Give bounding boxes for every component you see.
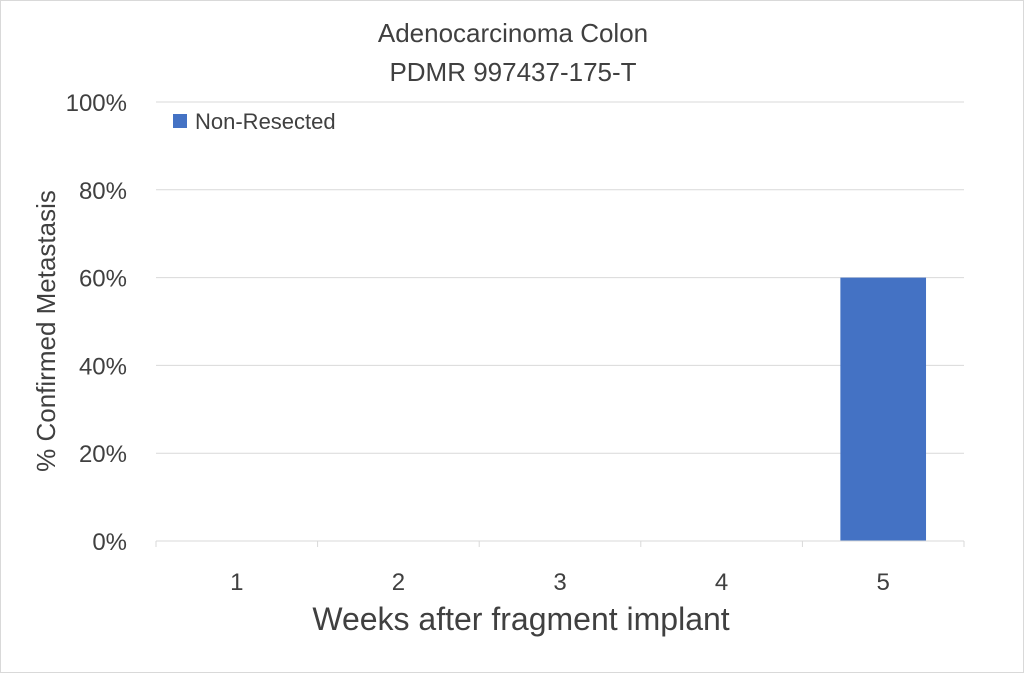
x-tick-label: 4 xyxy=(715,569,728,596)
x-axis-title: Weeks after fragment implant xyxy=(312,601,729,637)
y-tick-label: 20% xyxy=(79,441,127,468)
legend: Non-Resected xyxy=(173,109,336,134)
x-tick-label: 2 xyxy=(392,569,405,596)
y-tick-label: 60% xyxy=(79,266,127,293)
gridlines xyxy=(156,101,964,454)
x-axis xyxy=(155,540,965,547)
legend-swatch xyxy=(173,114,187,128)
legend-label: Non-Resected xyxy=(195,109,336,134)
x-tick-label: 1 xyxy=(230,569,243,596)
chart-title: Adenocarcinoma Colon xyxy=(378,18,648,48)
x-tick-label: 5 xyxy=(877,569,890,596)
x-tick-label: 3 xyxy=(553,569,566,596)
y-tick-label: 80% xyxy=(79,178,127,205)
y-axis-title: % Confirmed Metastasis xyxy=(31,190,61,472)
y-tick-label: 40% xyxy=(79,353,127,380)
y-axis: 0% 20% 40% 60% 80% 100% xyxy=(66,90,127,556)
x-tick-labels: 1 2 3 4 5 xyxy=(230,569,890,596)
chart-subtitle: PDMR 997437-175-T xyxy=(389,57,636,87)
bars xyxy=(840,277,927,541)
y-tick-label: 0% xyxy=(92,529,127,556)
y-tick-label: 100% xyxy=(66,90,127,117)
bar xyxy=(840,277,927,541)
